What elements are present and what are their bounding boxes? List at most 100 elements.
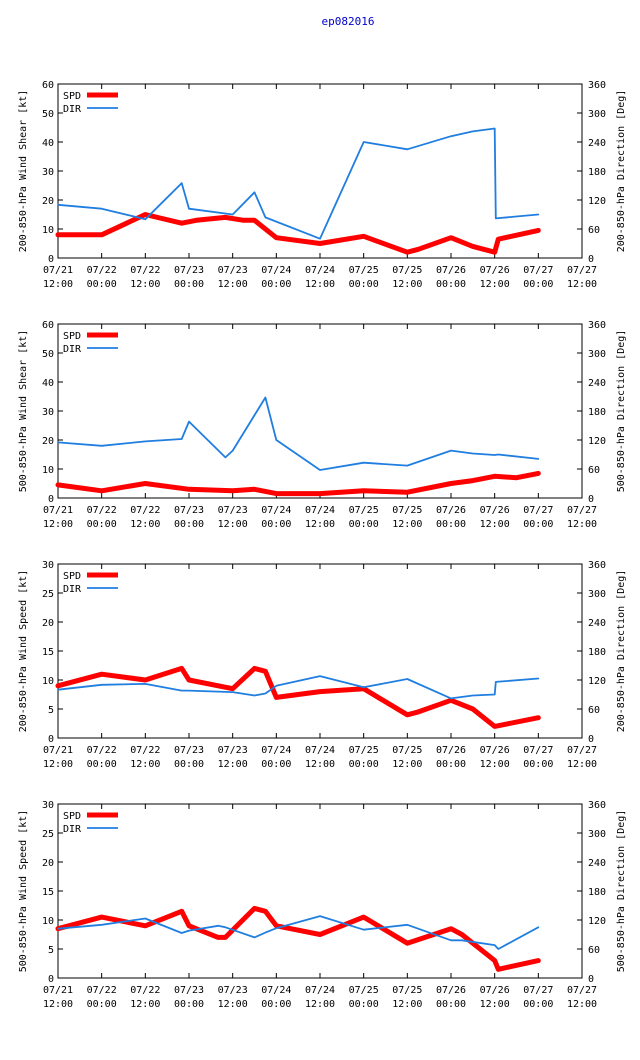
chart-panel-1: 0 10 20 30 40 50 60 0 60 120 180 240 300 360 07/21 12:0… [18,80,627,290]
x-tick-time: 00:00 [87,279,117,290]
x-tick-time: 12:00 [218,759,248,770]
x-tick-time: 12:00 [130,279,160,290]
y-tick-label: 50 [42,109,54,120]
y2-tick-label: 0 [588,974,594,985]
y-tick-label: 25 [42,589,54,600]
x-tick-date: 07/23 [218,985,248,996]
x-tick-time: 12:00 [392,759,422,770]
x-tick-date: 07/22 [130,265,160,276]
x-tick-time: 12:00 [130,519,160,530]
x-tick-date: 07/26 [436,745,466,756]
x-tick-time: 00:00 [349,999,379,1010]
series-spd-line [55,212,541,255]
x-tick-time: 00:00 [174,519,204,530]
y2-tick-label: 180 [588,407,606,418]
y2-axis-label: 200-850-hPa Direction [Deg] [616,90,627,253]
x-tick-time: 12:00 [480,759,510,770]
y-tick-label: 20 [42,858,54,869]
x-tick-date: 07/21 [43,745,73,756]
x-tick-time: 12:00 [567,519,597,530]
x-tick-date: 07/24 [305,985,335,996]
y-tick-label: 0 [48,494,54,505]
series-dir-line [57,915,540,950]
x-tick-date: 07/22 [130,985,160,996]
y-tick-label: 30 [42,560,54,571]
x-tick-time: 00:00 [87,999,117,1010]
series-spd-line [55,905,541,972]
y2-tick-label: 60 [588,465,600,476]
x-tick-time: 00:00 [436,519,466,530]
y-tick-label: 20 [42,196,54,207]
y2-tick-label: 360 [588,560,606,571]
y2-axis-label: 500-850-hPa Direction [Deg] [616,330,627,493]
y-tick-label: 0 [48,974,54,985]
y-tick-label: 30 [42,407,54,418]
y2-tick-label: 240 [588,378,606,389]
x-tick-date: 07/22 [87,985,117,996]
x-tick-time: 00:00 [349,519,379,530]
series-spd-line [55,665,541,729]
plot-frame [57,563,583,739]
x-tick-time: 00:00 [174,999,204,1010]
x-tick-time: 12:00 [567,279,597,290]
y-tick-label: 30 [42,167,54,178]
y-tick-label: 5 [48,945,54,956]
y-tick-label: 10 [42,916,54,927]
y-tick-label: 10 [42,225,54,236]
x-tick-date: 07/23 [218,745,248,756]
y-tick-label: 20 [42,436,54,447]
x-tick-date: 07/26 [480,985,510,996]
x-tick-time: 12:00 [567,999,597,1010]
x-tick-time: 12:00 [480,999,510,1010]
x-tick-date: 07/23 [174,505,204,516]
x-tick-time: 12:00 [305,999,335,1010]
x-tick-date: 07/26 [436,505,466,516]
x-tick-time: 00:00 [261,999,291,1010]
x-tick-date: 07/23 [218,265,248,276]
x-tick-time: 12:00 [43,999,73,1010]
x-tick-time: 12:00 [43,519,73,530]
y2-tick-label: 120 [588,676,606,687]
x-tick-date: 07/24 [261,265,291,276]
x-tick-time: 00:00 [261,279,291,290]
chart-panel-4: 05101520253006012018024030036007/2112:00… [18,800,627,1010]
legend-label-dir: DIR [63,344,82,355]
x-tick-time: 12:00 [130,999,160,1010]
y2-tick-label: 300 [588,829,606,840]
x-tick-date: 07/27 [523,745,553,756]
y2-tick-label: 120 [588,916,606,927]
x-tick-date: 07/23 [218,505,248,516]
x-tick-date: 07/25 [392,985,422,996]
x-tick-date: 07/21 [43,505,73,516]
x-tick-date: 07/24 [305,265,335,276]
y2-tick-label: 240 [588,618,606,629]
y2-tick-label: 180 [588,167,606,178]
x-tick-date: 07/23 [174,745,204,756]
y-tick-label: 10 [42,676,54,687]
x-tick-date: 07/22 [130,745,160,756]
x-tick-time: 00:00 [261,519,291,530]
series-dir-line [57,396,540,471]
x-tick-time: 00:00 [436,279,466,290]
x-tick-time: 12:00 [392,519,422,530]
x-tick-date: 07/27 [567,745,597,756]
x-tick-date: 07/27 [567,985,597,996]
x-tick-time: 12:00 [305,279,335,290]
legend-label-dir: DIR [63,584,82,595]
chart-panel-2: 0 10 20 30 40 50 60 0 60 120 180 240 300 360 07/21 12:0… [18,320,627,530]
x-tick-time: 00:00 [174,759,204,770]
y2-tick-label: 240 [588,138,606,149]
x-tick-time: 00:00 [436,759,466,770]
x-tick-date: 07/22 [87,505,117,516]
y2-tick-label: 120 [588,436,606,447]
x-tick-date: 07/26 [436,985,466,996]
y-tick-label: 25 [42,829,54,840]
x-tick-date: 07/21 [43,265,73,276]
x-tick-date: 07/27 [567,505,597,516]
figure-title: ep082016 [322,15,375,28]
y2-tick-label: 240 [588,858,606,869]
plot-frame [57,83,583,259]
x-tick-date: 07/27 [567,265,597,276]
x-tick-date: 07/25 [349,985,379,996]
x-tick-date: 07/25 [349,745,379,756]
